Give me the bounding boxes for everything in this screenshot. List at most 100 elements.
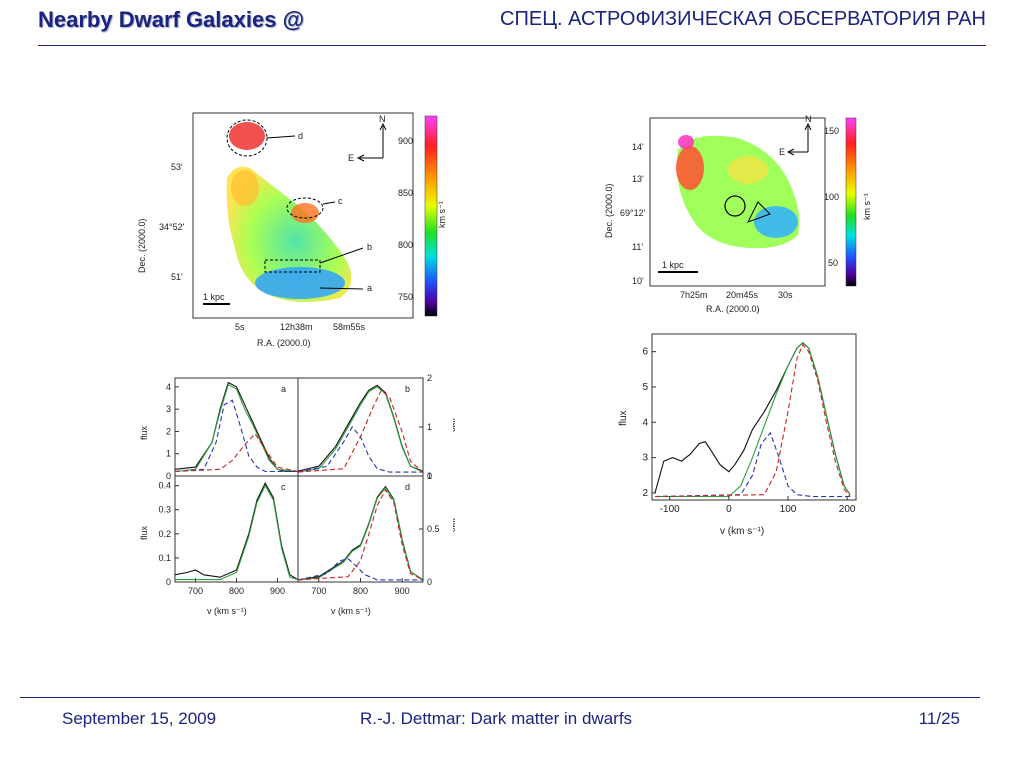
x-axis-label: R.A. (2000.0)	[706, 304, 760, 314]
series-line-3	[654, 343, 851, 498]
x-tick-2: 12h38m	[280, 322, 313, 332]
x-tick-label: 900	[270, 586, 285, 596]
panel-d-xlabel: v (km s⁻¹)	[331, 606, 371, 616]
y-tick-label: 1	[427, 422, 432, 432]
colorbar-tick-2: 850	[398, 188, 413, 198]
y-tick-label: 6	[642, 347, 648, 358]
panel-c-plot: 0 0.1 0.2 0.3 0.4 700 800 900	[158, 481, 299, 596]
x-tick-3: 30s	[778, 290, 793, 300]
y-tick-5: 10'	[632, 276, 644, 286]
y-tick-label: 2	[166, 426, 171, 436]
panel-c-xlabel: v (km s⁻¹)	[207, 606, 247, 616]
x-tick-label: 800	[353, 586, 368, 596]
emission-red-region	[676, 146, 704, 190]
compass-north-label: N	[379, 114, 386, 124]
series-line-0	[174, 482, 299, 581]
y-tick-label: 5	[642, 382, 648, 393]
colorbar-tick-4: 750	[398, 292, 413, 302]
x-tick-2: 20m45s	[726, 290, 759, 300]
series-line-1	[655, 342, 851, 498]
compass-east-head	[786, 148, 795, 156]
footer-divider	[20, 697, 980, 698]
series-line-1	[175, 484, 299, 581]
spectrum-plot: 2 3 4 5 6 -100 0 100 200	[642, 342, 856, 515]
x-tick-1: 7h25m	[680, 290, 708, 300]
panel-c-frame	[174, 475, 299, 583]
panel-d-ylabel: flux	[451, 518, 455, 533]
spectrum-ylabel: flux	[618, 410, 629, 426]
y-tick-label: 2	[642, 488, 648, 499]
panel-a-ylabel: flux	[139, 425, 149, 440]
x-tick-label: 100	[780, 504, 797, 515]
y-tick-label: 2	[427, 373, 432, 383]
colorbar-label: km s⁻¹	[862, 193, 872, 220]
series-line-2	[297, 558, 423, 581]
x-tick-label: 0	[726, 504, 732, 515]
series-line-1	[174, 383, 299, 473]
slide-title: Nearby Dwarf Galaxies @	[38, 7, 305, 32]
y-tick-label: 0.4	[158, 481, 171, 491]
x-tick-label: 200	[839, 504, 856, 515]
emission-yellow-region	[728, 156, 768, 184]
region-polygon	[746, 201, 771, 223]
series-line-1	[297, 486, 424, 581]
panel-b-label: b	[405, 384, 410, 394]
emission-blue-region	[754, 206, 798, 238]
y-tick-label: 0.2	[158, 529, 171, 539]
pointer-d	[266, 135, 296, 139]
x-tick-label: 700	[188, 586, 203, 596]
series-line-2	[174, 399, 298, 473]
y-tick-4: 11'	[632, 242, 643, 252]
series-line-3	[297, 389, 424, 473]
colorbar-tick-2: 100	[824, 192, 839, 202]
series-line-0	[174, 381, 298, 473]
pointer-b	[319, 247, 364, 264]
galaxy-emission	[226, 166, 352, 302]
spectrum-right: 2 3 4 5 6 -100 0 100 200 flux v (km s⁻¹)	[612, 330, 862, 540]
y-tick-1: 53'	[171, 162, 183, 172]
panel-d-label: d	[405, 482, 410, 492]
y-axis-label: Dec. (2000.0)	[604, 183, 614, 238]
colorbar	[845, 117, 857, 287]
region-circle-c	[286, 197, 324, 219]
emission-blue-region	[255, 267, 345, 299]
region-label-c: c	[338, 196, 343, 206]
panel-b-ylabel: flux	[451, 418, 455, 433]
scale-bar-label: 1 kpc	[662, 260, 684, 270]
y-tick-label: 0.5	[427, 524, 440, 534]
region-box-b	[264, 259, 321, 273]
region-label-d: d	[298, 131, 303, 141]
panel-a-frame	[174, 377, 299, 477]
series-line-0	[654, 342, 851, 496]
y-tick-label: 0	[427, 577, 432, 587]
colorbar	[424, 115, 438, 317]
y-tick-2: 13'	[632, 174, 644, 184]
series-line-1	[297, 386, 424, 473]
x-tick-1: 5s	[235, 322, 245, 332]
region-circle	[724, 195, 746, 217]
footer-author-title: R.-J. Dettmar: Dark matter in dwarfs	[360, 709, 633, 728]
series-line-2	[654, 431, 851, 498]
series-line-0	[297, 485, 424, 581]
emission-yellow-region	[231, 170, 259, 206]
spectrum-frame	[651, 333, 857, 501]
x-tick-label: -100	[660, 504, 680, 515]
pointer-c	[322, 201, 336, 205]
map-frame	[649, 117, 826, 287]
x-tick-label: 800	[229, 586, 244, 596]
slide-header: Nearby Dwarf Galaxies @ СПЕЦ. АСТРОФИЗИЧ…	[0, 0, 1024, 46]
y-tick-label: 1	[166, 449, 171, 459]
emission-magenta-region	[678, 135, 694, 149]
y-axis-label: Dec. (2000.0)	[137, 218, 147, 273]
colorbar-label: km s⁻¹	[437, 201, 445, 228]
region-label-b: b	[367, 242, 372, 252]
compass-north-head	[379, 122, 387, 131]
x-tick-label: 700	[311, 586, 326, 596]
panel-c-ylabel: flux	[139, 525, 149, 540]
scale-bar-label: 1 kpc	[203, 292, 225, 302]
y-tick-label: 3	[642, 453, 648, 464]
y-tick-label: 4	[642, 417, 648, 428]
pointer-a	[319, 287, 364, 290]
compass-north-label: N	[805, 114, 812, 124]
